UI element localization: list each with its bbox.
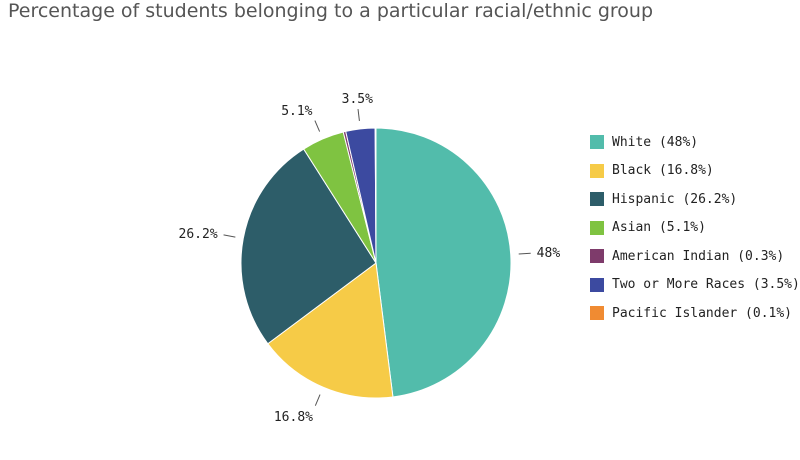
data-label-connector bbox=[357, 108, 360, 122]
chart-title: Percentage of students belonging to a pa… bbox=[8, 0, 653, 22]
legend-label: Asian (5.1%) bbox=[612, 220, 706, 236]
legend-swatch bbox=[590, 220, 604, 235]
legend-item[interactable]: Pacific Islander (0.1%) bbox=[590, 299, 800, 328]
legend-item[interactable]: Asian (5.1%) bbox=[590, 214, 800, 243]
legend-label: Two or More Races (3.5%) bbox=[612, 277, 800, 293]
legend-label: White (48%) bbox=[612, 134, 699, 150]
pie-slice-black[interactable] bbox=[267, 262, 394, 399]
chart-legend: White (48%) Black (16.8%) Hispanic (26.2%)… bbox=[590, 128, 800, 328]
data-label-connector bbox=[518, 252, 531, 255]
pie-slice-pacific-islander[interactable] bbox=[374, 127, 377, 264]
data-label-connector bbox=[314, 394, 321, 406]
legend-swatch bbox=[590, 135, 604, 150]
data-label-connector bbox=[223, 234, 236, 238]
legend-item[interactable]: Hispanic (26.2%) bbox=[590, 185, 800, 214]
legend-swatch bbox=[590, 249, 604, 264]
legend-item[interactable]: White (48%) bbox=[590, 128, 800, 157]
legend-label: Pacific Islander (0.1%) bbox=[612, 305, 793, 321]
legend-item[interactable]: American Indian (0.3%) bbox=[590, 242, 800, 271]
legend-swatch bbox=[590, 306, 604, 321]
pie-slice-hispanic[interactable] bbox=[240, 148, 377, 345]
pie-slice-white[interactable] bbox=[375, 127, 512, 398]
legend-swatch bbox=[590, 192, 604, 207]
data-label: 26.2% bbox=[179, 227, 218, 242]
data-label: 16.8% bbox=[274, 410, 313, 425]
data-label: 5.1% bbox=[281, 104, 312, 119]
legend-label: American Indian (0.3%) bbox=[612, 248, 785, 264]
legend-item[interactable]: Two or More Races (3.5%) bbox=[590, 271, 800, 300]
legend-label: Hispanic (26.2%) bbox=[612, 191, 738, 207]
data-label: 3.5% bbox=[342, 92, 373, 107]
data-label: 48% bbox=[537, 246, 561, 261]
legend-label: Black (16.8%) bbox=[612, 163, 714, 179]
legend-item[interactable]: Black (16.8%) bbox=[590, 157, 800, 186]
legend-swatch bbox=[590, 163, 604, 178]
data-label-connector bbox=[314, 120, 321, 132]
legend-swatch bbox=[590, 277, 604, 292]
